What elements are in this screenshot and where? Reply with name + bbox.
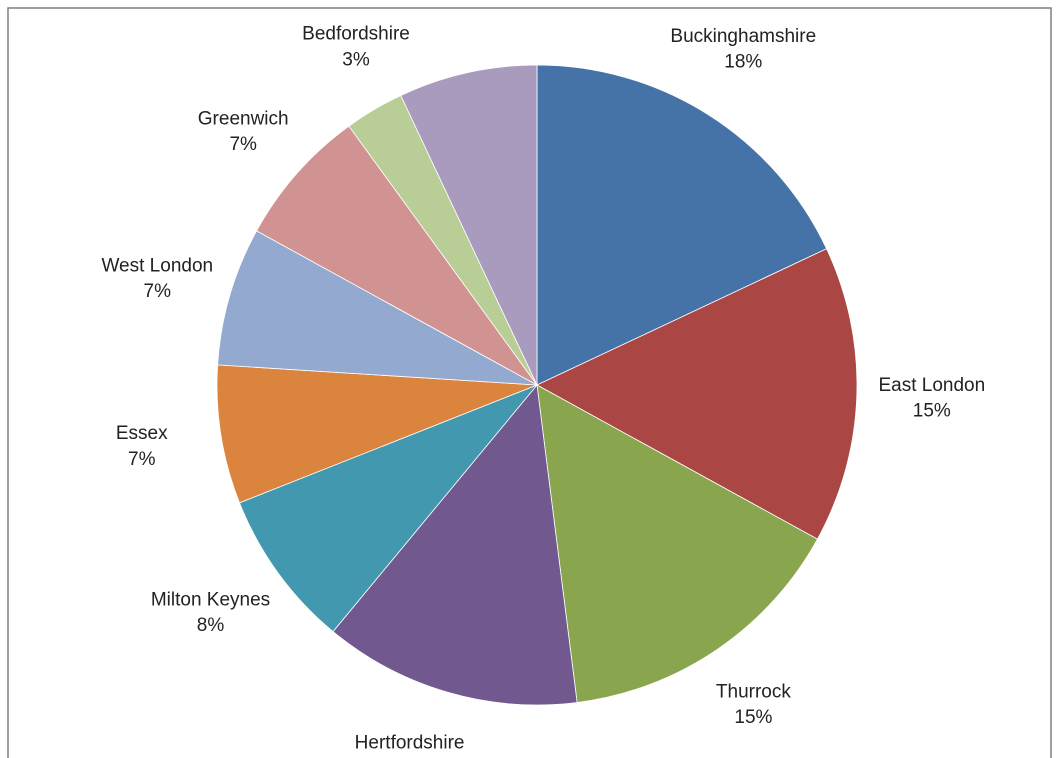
slice-category-label: West London — [101, 256, 213, 277]
slice-percent-label: 15% — [913, 401, 951, 422]
slice-category-label: Hertfordshire — [355, 733, 465, 754]
slice-category-label: Milton Keynes — [151, 589, 270, 610]
slice-percent-label: 15% — [734, 707, 772, 728]
slice-label-buckinghamshire: Buckinghamshire 18% — [670, 26, 816, 73]
slice-label-greenwich: Greenwich 7% — [198, 108, 289, 155]
pie-slice-hertfordshire — [332, 384, 578, 706]
slice-category-label: Essex — [116, 423, 168, 444]
pie-slice-greenwich — [256, 125, 538, 386]
slice-label-hertfordshire: Hertfordshire13% — [355, 733, 465, 758]
slice-percent-label: 3% — [342, 49, 370, 70]
slice-percent-label: 8% — [197, 615, 225, 636]
plot-border — [7, 7, 1052, 758]
slice-percent-label: 18% — [724, 52, 762, 73]
slice-category-label: Buckinghamshire — [670, 26, 816, 47]
pie-slice-essex — [216, 364, 538, 504]
slice-percent-label: 7% — [229, 134, 257, 155]
slice-label-essex: Essex 7% — [116, 423, 168, 470]
pie-slice-west-london — [217, 230, 538, 386]
slice-label-milton-keynes: Milton Keynes 8% — [151, 589, 270, 636]
slice-label-bedfordshire: Bedfordshire 3% — [302, 24, 410, 71]
slice-percent-label: 7% — [128, 449, 156, 470]
slice-percent-label: 7% — [144, 281, 172, 302]
pie-slice-thurrock — [536, 384, 818, 703]
slice-category-label: Bedfordshire — [302, 24, 410, 45]
pie-slice-east-london — [536, 248, 858, 540]
slice-category-label: East London — [878, 375, 985, 396]
slice-category-label: Greenwich — [198, 108, 289, 129]
slice-label-west-london: West London 7% — [101, 256, 213, 303]
slice-category-label: Thurrock — [716, 681, 791, 702]
pie-slice-buckinghamshire — [536, 64, 828, 386]
pie-slice-all-other-wpas — [400, 64, 538, 386]
slice-label-thurrock: Thurrock 15% — [716, 681, 791, 728]
pie-slice-milton-keynes — [238, 384, 538, 633]
slice-label-east-london: East London 15% — [878, 375, 985, 422]
